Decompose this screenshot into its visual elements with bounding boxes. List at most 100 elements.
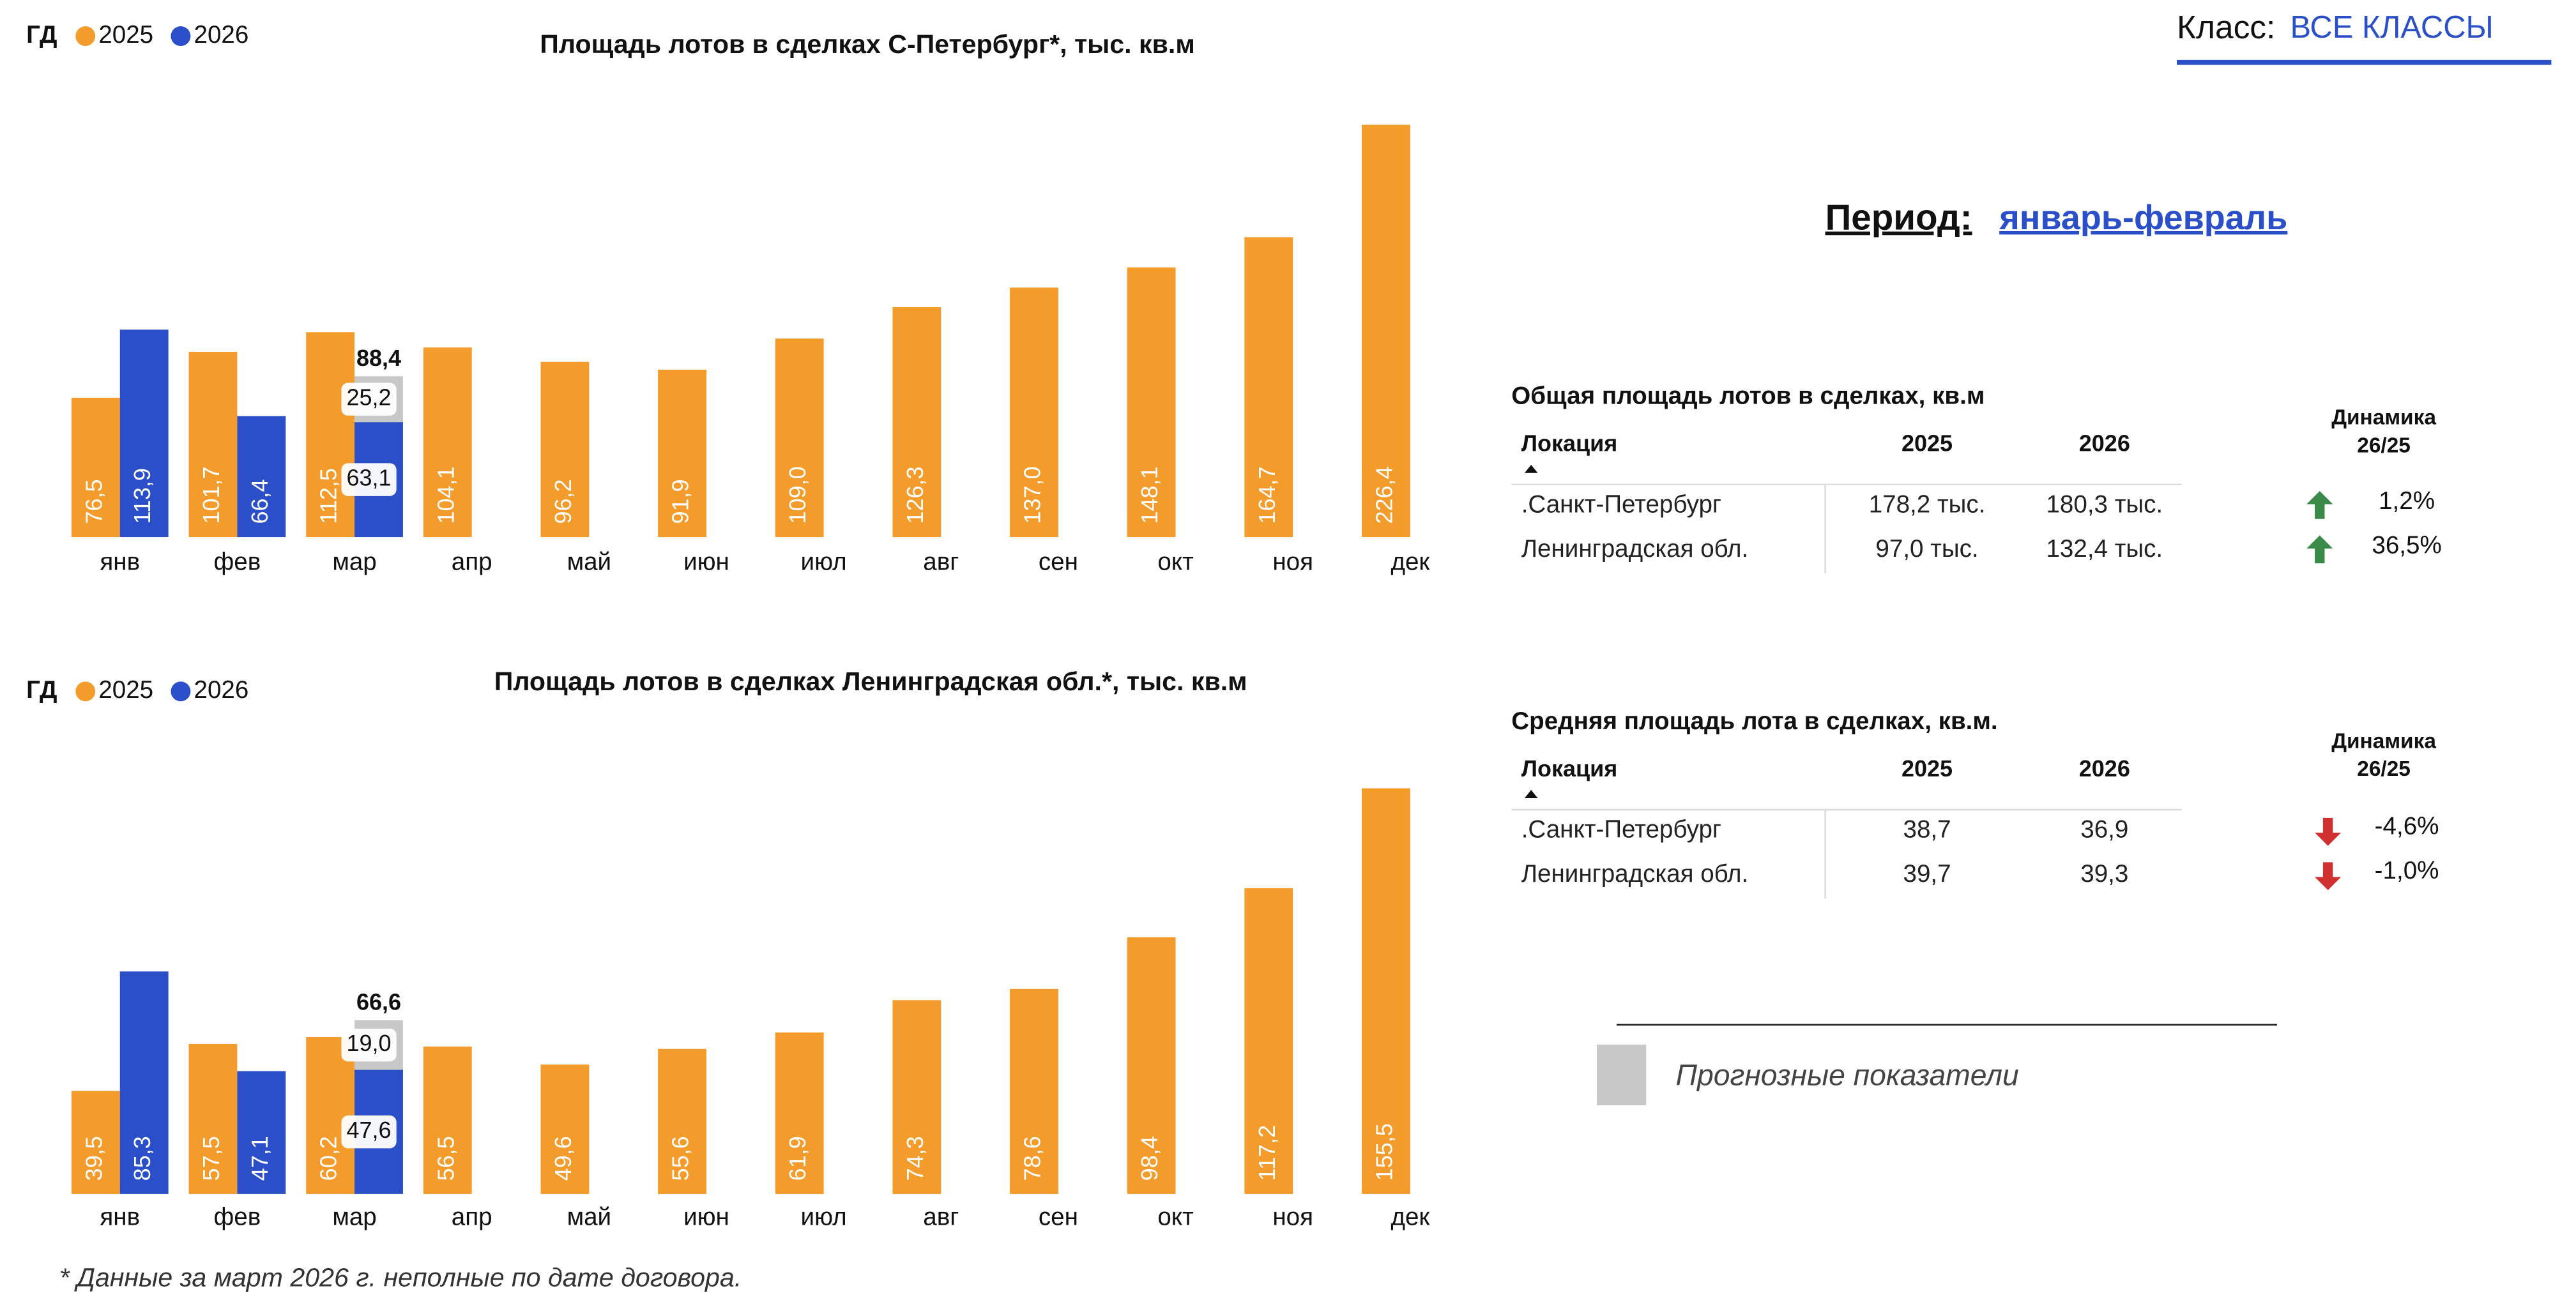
x-tick-label: авг (923, 1204, 959, 1231)
value-label: 57,5 (198, 1136, 224, 1181)
table-cell: 97,0 тыс. (1875, 535, 1978, 563)
legend-swatch (75, 681, 96, 702)
stack-total: 88,4 (356, 345, 401, 371)
bar (71, 397, 120, 538)
value-label: 74,3 (902, 1136, 928, 1181)
x-tick-label: ноя (1272, 1204, 1313, 1231)
column-header: Локация (1521, 430, 1618, 457)
bar (423, 347, 472, 538)
value-label: 49,6 (550, 1136, 576, 1181)
dynamics-value: 36,5% (2372, 532, 2441, 559)
table-cell: .Санкт-Петербург (1521, 816, 1721, 843)
bar (540, 361, 590, 538)
value-label: 47,1 (247, 1136, 273, 1181)
bar (1244, 888, 1293, 1194)
legend-title: ГД (26, 21, 57, 49)
period-value[interactable]: январь-февраль (1999, 199, 2287, 237)
bar (423, 1047, 472, 1194)
value-label: 137,0 (1019, 466, 1046, 524)
value-label: 85,3 (129, 1136, 155, 1181)
bar (658, 1048, 706, 1194)
bar (658, 370, 706, 538)
x-tick-label: мар (332, 1204, 376, 1231)
dynamics-header: 26/25 (2357, 434, 2411, 457)
table-cell: Ленинградская обл. (1521, 860, 1749, 888)
bar (892, 306, 941, 538)
legend-label: 2025 (98, 21, 153, 49)
x-tick-label: дек (1391, 1204, 1430, 1231)
table-cell: 39,7 (1903, 860, 1951, 888)
x-tick-label: авг (923, 548, 959, 575)
column-header: 2025 (1902, 755, 1953, 782)
column-header: 2026 (2079, 755, 2130, 782)
bar (237, 416, 286, 538)
x-tick-label: июл (801, 548, 847, 575)
table-title: Общая площадь лотов в сделках, кв.м (1511, 382, 1985, 410)
x-tick-label: апр (452, 548, 492, 575)
value-label: 226,4 (1371, 466, 1397, 524)
bar (119, 971, 169, 1194)
value-label: 148,1 (1136, 466, 1162, 524)
arrow-down (2315, 862, 2342, 891)
bar (237, 1071, 286, 1194)
value-label: 76,5 (80, 479, 107, 524)
value-label: 155,5 (1371, 1123, 1397, 1181)
column-header: 2026 (2079, 430, 2130, 457)
arrow-down (2315, 817, 2342, 846)
x-tick-label: янв (100, 548, 140, 575)
value-label: 98,4 (1136, 1136, 1162, 1181)
x-tick-label: мар (332, 548, 376, 575)
table-cell: 132,4 тыс. (2046, 535, 2163, 563)
legend-swatch (75, 26, 96, 47)
x-tick-label: сен (1039, 1204, 1078, 1231)
bar (892, 1000, 941, 1194)
x-tick-label: янв (100, 1204, 140, 1231)
x-tick-label: окт (1157, 1204, 1194, 1231)
legend-label: 2025 (98, 676, 153, 704)
value-label: 56,5 (432, 1136, 459, 1181)
x-tick-label: сен (1039, 548, 1078, 575)
arrow-up (2306, 491, 2333, 519)
bar (306, 1036, 355, 1194)
forecast-swatch (1597, 1044, 1647, 1106)
forecast-label: 19,0 (347, 1030, 392, 1056)
value-label: 104,1 (432, 466, 459, 524)
table-cell: Ленинградская обл. (1521, 535, 1749, 563)
forecast-label: 25,2 (347, 384, 392, 411)
value-label: 60,2 (316, 1136, 342, 1181)
value-label: 63,1 (347, 465, 392, 491)
table-cell: 178,2 тыс. (1869, 490, 1986, 518)
table-cell: 180,3 тыс. (2046, 490, 2163, 518)
legend-label: 2026 (194, 21, 249, 49)
x-tick-label: май (567, 548, 612, 575)
class-label: Класс: (2177, 8, 2275, 45)
legend-swatch (171, 26, 191, 47)
table-title: Средняя площадь лота в сделках, кв.м. (1511, 707, 1997, 735)
x-tick-label: июл (801, 1204, 847, 1231)
value-label: 66,4 (247, 479, 273, 524)
value-label: 61,9 (784, 1136, 811, 1181)
table-cell: 36,9 (2080, 816, 2128, 843)
legend-label: 2026 (194, 676, 249, 704)
value-label: 47,6 (347, 1117, 392, 1143)
stack-total: 66,6 (356, 989, 401, 1015)
chart-title: Площадь лотов в сделках Ленинградская об… (494, 667, 1247, 696)
x-tick-label: ноя (1272, 548, 1313, 575)
value-label: 96,2 (550, 479, 576, 524)
x-tick-label: апр (452, 1204, 492, 1231)
dynamics-header: Динамика (2331, 406, 2436, 430)
value-label: 55,6 (667, 1136, 694, 1181)
x-tick-label: май (567, 1204, 612, 1231)
bar (1361, 125, 1410, 538)
value-label: 112,5 (316, 468, 342, 524)
value-label: 91,9 (667, 479, 694, 524)
bar (306, 332, 355, 538)
bar (1244, 237, 1293, 538)
bar (119, 329, 169, 538)
value-label-box (341, 382, 397, 416)
bar (71, 1091, 120, 1194)
class-value[interactable]: ВСЕ КЛАССЫ (2290, 10, 2493, 45)
x-tick-label: июн (683, 548, 729, 575)
dynamics-value: 1,2% (2379, 487, 2435, 515)
